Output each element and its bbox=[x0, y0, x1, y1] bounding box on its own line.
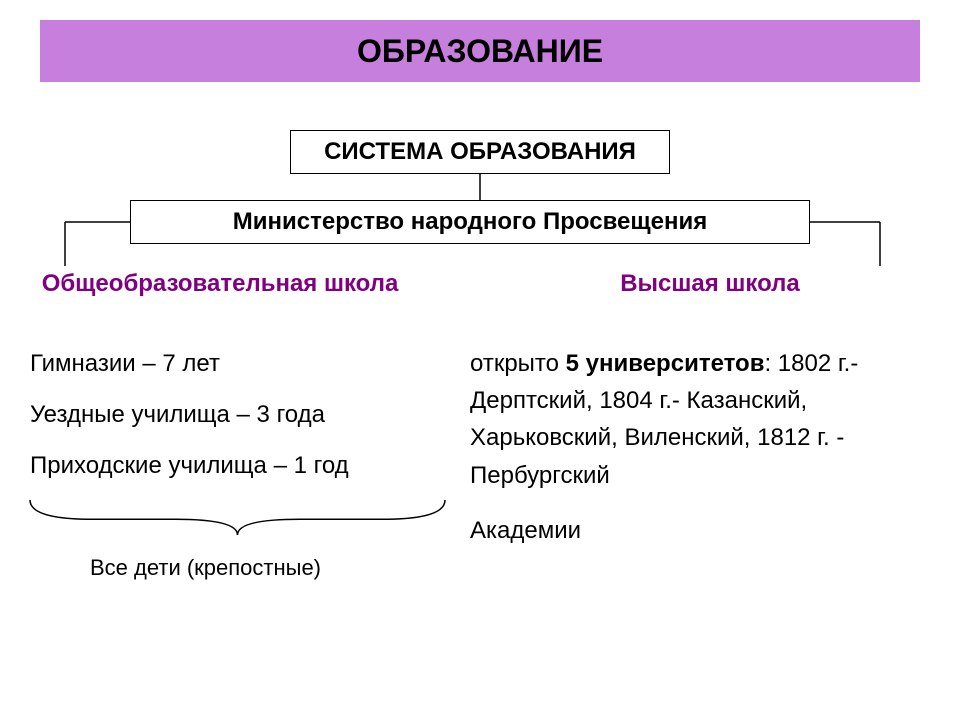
right-body: открыто 5 университетов: 1802 г.- Дерптс… bbox=[470, 345, 910, 549]
right-para1-bold: 5 университетов bbox=[566, 350, 765, 377]
title-text: ОБРАЗОВАНИЕ bbox=[357, 33, 603, 70]
ministry-box-label: Министерство народного Просвещения bbox=[233, 208, 707, 236]
title-bar: ОБРАЗОВАНИЕ bbox=[40, 20, 920, 82]
right-para1-prefix: открыто bbox=[470, 350, 566, 377]
ministry-box: Министерство народного Просвещения bbox=[130, 200, 810, 244]
system-box: СИСТЕМА ОБРАЗОВАНИЯ bbox=[290, 130, 670, 174]
left-branch-title: Общеобразовательная школа bbox=[30, 270, 410, 298]
left-caption: Все дети (крепостные) bbox=[90, 555, 321, 581]
left-body: Гимназии – 7 лет Уездные училища – 3 год… bbox=[30, 345, 450, 485]
left-item: Уездные училища – 3 года bbox=[30, 396, 450, 433]
left-item: Гимназии – 7 лет bbox=[30, 345, 450, 382]
right-para1: открыто 5 университетов: 1802 г.- Дерптс… bbox=[470, 345, 910, 494]
left-item: Приходские училища – 1 год bbox=[30, 447, 450, 484]
system-box-label: СИСТЕМА ОБРАЗОВАНИЯ bbox=[324, 138, 636, 166]
right-para2: Академии bbox=[470, 512, 910, 549]
right-branch-title: Высшая школа bbox=[540, 270, 880, 298]
